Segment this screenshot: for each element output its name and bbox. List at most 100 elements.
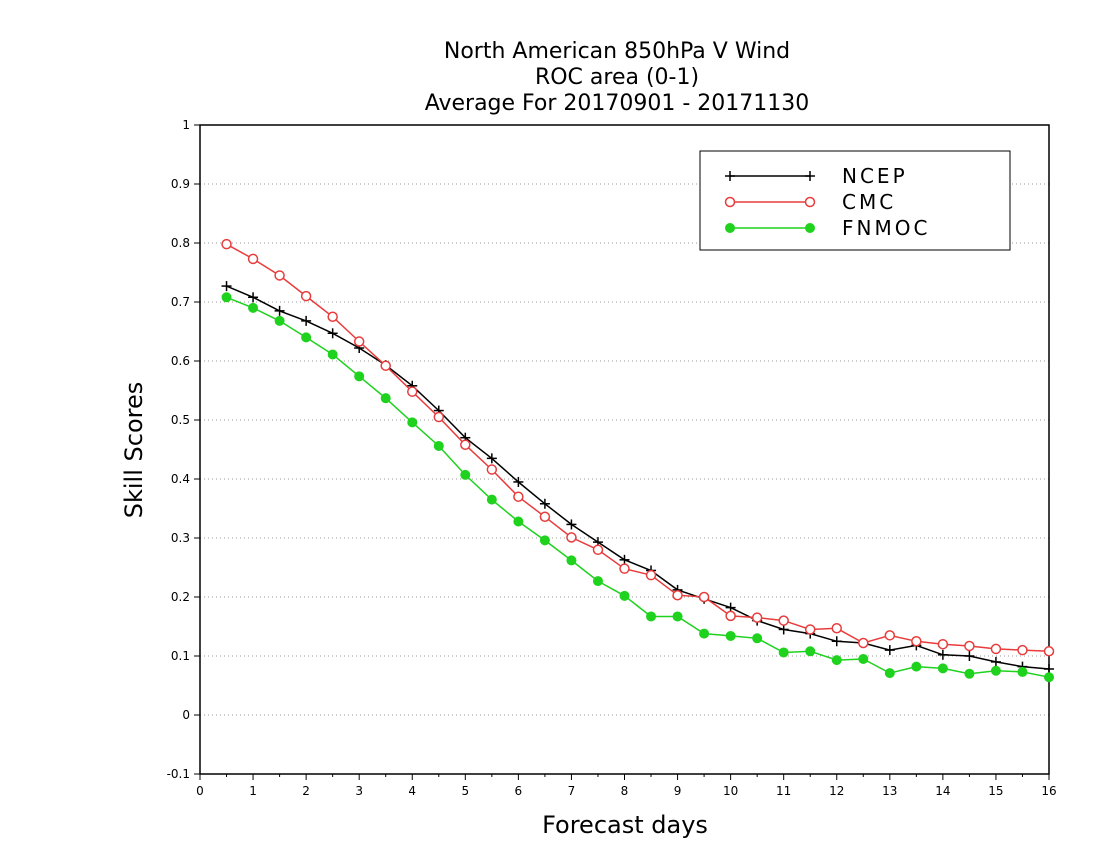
data-point-fnmoc (354, 371, 365, 382)
y-tick-label: 0.5 (171, 413, 190, 427)
data-point-cmc (858, 637, 869, 649)
series-group (221, 238, 1055, 683)
data-point-fnmoc (433, 440, 444, 451)
data-point-fnmoc (327, 349, 338, 360)
data-point-ncep (990, 656, 1001, 667)
x-tick-label: 11 (776, 784, 791, 798)
data-point-cmc (433, 411, 445, 423)
data-point-ncep (884, 645, 895, 656)
data-point-fnmoc (566, 555, 577, 566)
data-point-ncep (274, 305, 285, 316)
y-tick-label: 0.3 (171, 531, 190, 545)
data-point-cmc (407, 386, 418, 397)
data-point-ncep (327, 328, 338, 339)
data-point-cmc (353, 336, 365, 347)
data-point-cmc (990, 643, 1002, 655)
data-point-ncep (486, 453, 497, 464)
data-point-cmc (274, 270, 285, 281)
data-point-fnmoc (752, 633, 763, 644)
x-tick-label: 12 (829, 784, 844, 798)
data-point-fnmoc (619, 590, 630, 601)
data-point-cmc (1043, 646, 1055, 657)
series-fnmoc (221, 292, 1054, 683)
chart-title-line-2: ROC area (0-1) (535, 65, 699, 90)
data-point-fnmoc (221, 292, 232, 303)
data-point-cmc (327, 311, 338, 322)
data-point-fnmoc (778, 647, 789, 658)
x-tick-label: 7 (568, 784, 576, 798)
data-point-fnmoc (301, 332, 312, 343)
data-point-cmc (619, 563, 630, 574)
legend-marker-ncep (725, 171, 735, 181)
data-point-cmc (460, 439, 471, 451)
data-point-fnmoc (460, 469, 471, 480)
x-tick-label: 2 (302, 784, 310, 798)
data-point-ncep (937, 649, 948, 660)
y-tick-label: 1 (182, 118, 190, 132)
data-point-cmc (380, 360, 391, 371)
data-point-ncep (619, 554, 630, 565)
y-tick-label: 0.1 (171, 649, 190, 663)
data-point-fnmoc (699, 628, 710, 639)
data-point-fnmoc (513, 516, 524, 527)
data-point-cmc (725, 610, 736, 622)
legend-label-ncep: NCEP (842, 164, 908, 188)
series-cmc (221, 238, 1055, 657)
data-point-cmc (645, 569, 657, 581)
x-tick-label: 5 (461, 784, 469, 798)
x-tick-label: 15 (988, 784, 1003, 798)
legend-marker-cmc (804, 196, 816, 208)
data-point-fnmoc (805, 646, 816, 657)
data-point-cmc (804, 624, 816, 635)
data-point-fnmoc (274, 315, 285, 326)
data-point-ncep (513, 476, 524, 487)
data-point-cmc (672, 589, 683, 601)
chart-title-line-1: North American 850hPa V Wind (444, 39, 790, 64)
legend-marker-fnmoc (805, 223, 815, 233)
x-tick-label: 0 (196, 784, 204, 798)
data-point-fnmoc (911, 661, 922, 672)
data-point-ncep (539, 498, 550, 509)
data-point-cmc (221, 238, 232, 250)
series-line-fnmoc (226, 296, 1050, 678)
series-line-ncep (226, 285, 1050, 670)
x-tick-label: 14 (935, 784, 950, 798)
data-point-cmc (778, 615, 789, 626)
data-point-fnmoc (990, 665, 1001, 676)
data-point-cmc (247, 253, 259, 265)
series-ncep (221, 281, 1054, 674)
data-point-fnmoc (937, 663, 948, 674)
chart-title-line-3: Average For 20170901 - 20171130 (425, 91, 810, 116)
x-tick-label: 8 (621, 784, 629, 798)
data-point-cmc (566, 532, 577, 543)
x-tick-label: 6 (515, 784, 523, 798)
data-point-fnmoc (1017, 666, 1028, 677)
y-tick-label: 0.6 (171, 354, 190, 368)
data-point-ncep (831, 636, 842, 647)
legend-item-ncep: NCEP (725, 164, 908, 188)
x-tick-label: 1 (249, 784, 257, 798)
y-tick-label: 0.9 (171, 177, 190, 191)
x-tick-label: 10 (723, 784, 738, 798)
data-point-ncep (566, 519, 577, 530)
x-tick-label: 3 (355, 784, 363, 798)
data-point-cmc (698, 591, 710, 603)
data-point-fnmoc (884, 668, 895, 679)
legend-marker-ncep (805, 171, 815, 181)
data-point-cmc (486, 464, 498, 475)
data-point-cmc (751, 612, 763, 623)
data-point-cmc (911, 636, 922, 647)
data-point-ncep (221, 281, 232, 292)
y-axis-label: Skill Scores (120, 382, 148, 519)
x-tick-label: 4 (408, 784, 416, 798)
legend-item-cmc: CMC (724, 190, 893, 214)
chart-title: North American 850hPa V Wind ROC area (0… (425, 39, 810, 116)
series-line-cmc (226, 243, 1050, 653)
data-point-fnmoc (407, 417, 418, 428)
data-point-fnmoc (672, 611, 683, 622)
x-tick-label: 13 (882, 784, 897, 798)
legend-item-fnmoc: FNMOC (725, 216, 927, 240)
data-point-cmc (592, 544, 604, 556)
